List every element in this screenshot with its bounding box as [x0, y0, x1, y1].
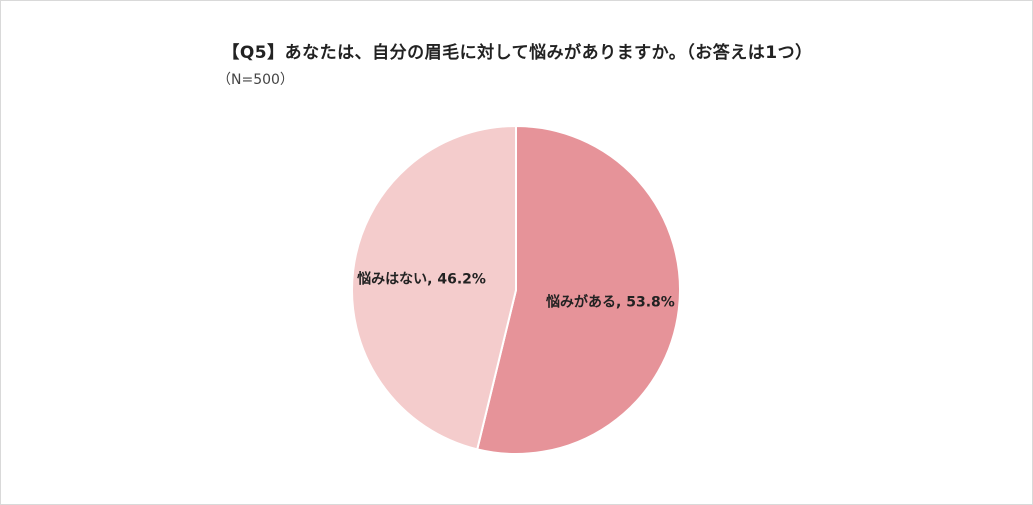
slice-label-1: 悩みがある, 53.8%: [546, 293, 675, 310]
sample-size-note: （N=500）: [217, 72, 294, 88]
slice-label-2: 悩みはない, 46.2%: [357, 271, 486, 288]
pie-slice-2: [351, 124, 517, 451]
pie-slice-1: [476, 124, 681, 455]
chart-title: 【Q5】あなたは、自分の眉毛に対して悩みがありますか。（お答えは1つ）: [222, 43, 813, 63]
